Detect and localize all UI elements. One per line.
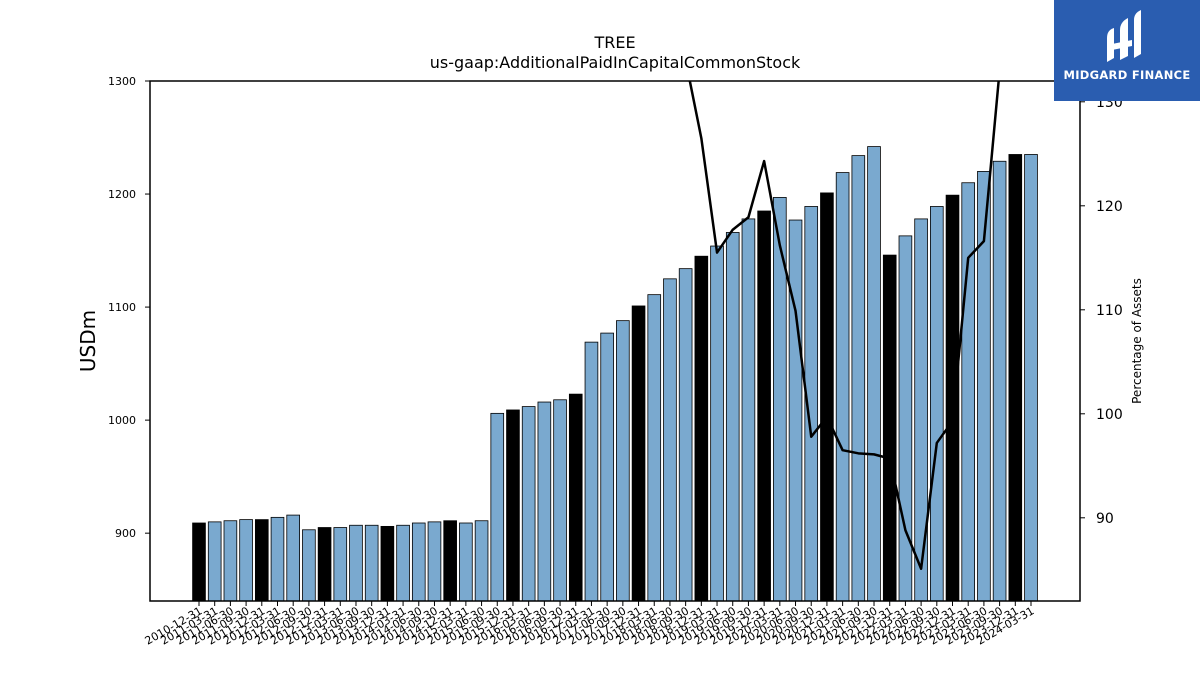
bar [882, 254, 897, 602]
percentage-of-assets-line [688, 81, 1000, 571]
bar [835, 172, 850, 602]
bar [427, 521, 442, 602]
bar [223, 520, 238, 602]
bar [694, 255, 709, 602]
bar [584, 341, 599, 602]
y-tick-label: 1000 [108, 414, 136, 427]
bar [741, 218, 756, 602]
logo-mark-icon [1107, 10, 1141, 62]
bar [286, 514, 300, 602]
chart-title: TREE [593, 33, 635, 52]
bar [474, 520, 489, 602]
bar [1024, 154, 1038, 602]
bar [443, 520, 457, 602]
bar [411, 522, 426, 602]
bar [898, 235, 913, 602]
bar-series [192, 146, 1038, 602]
bar [663, 278, 677, 602]
y2-tick-label: 90 [1096, 511, 1114, 527]
bar [616, 320, 630, 602]
midgard-finance-logo: MIDGARD FINANCE [1054, 0, 1200, 101]
y2-tick-label: 100 [1096, 407, 1123, 423]
bar [1008, 154, 1023, 602]
bar [930, 206, 944, 602]
bar [553, 399, 567, 602]
y-tick-label: 1300 [108, 75, 136, 88]
y2-tick-label: 120 [1096, 199, 1123, 215]
bar [537, 401, 552, 602]
y-axis-label: USDm [76, 310, 100, 372]
bar [380, 525, 395, 602]
bar [317, 527, 332, 602]
bar [239, 519, 253, 602]
y-tick-label: 1200 [108, 188, 136, 201]
bar [568, 393, 583, 602]
bar [914, 218, 928, 602]
line-series [688, 81, 1000, 571]
bar [631, 305, 646, 602]
plot-frame [149, 80, 1081, 602]
bar [302, 529, 316, 602]
bar [992, 160, 1007, 602]
bar [788, 219, 803, 602]
bar [333, 527, 348, 602]
y-tick-label: 900 [115, 527, 136, 540]
chart-subtitle: us-gaap:AdditionalPaidInCapitalCommonSto… [430, 53, 801, 72]
bar [647, 294, 662, 602]
bar [207, 521, 222, 602]
y2-axis-label: Percentage of Assets [1130, 278, 1144, 404]
bar [773, 197, 787, 602]
bar [757, 210, 771, 602]
bar [521, 406, 536, 602]
bar [851, 155, 866, 602]
bar [459, 522, 473, 602]
x-axis-ticks: 2010-12-312011-03-312011-06-302011-09-30… [143, 601, 1037, 648]
bar [678, 268, 693, 602]
bar [192, 522, 206, 602]
bar [364, 524, 379, 602]
y2-tick-label: 110 [1096, 303, 1123, 319]
bar [710, 245, 724, 602]
bar [490, 412, 505, 602]
bar [506, 409, 520, 602]
bar [725, 232, 740, 602]
bar [270, 516, 285, 602]
bar [600, 332, 614, 602]
bar [961, 182, 976, 602]
y-tick-label: 1100 [108, 301, 136, 314]
bar [820, 192, 834, 602]
bar [867, 146, 881, 602]
bar [396, 524, 410, 602]
logo-text: MIDGARD FINANCE [1063, 68, 1191, 82]
y-axis-ticks: 900 1000 1100 1200 1300 [108, 75, 150, 540]
bar [349, 524, 363, 602]
bar [945, 194, 960, 602]
bar [254, 519, 269, 602]
